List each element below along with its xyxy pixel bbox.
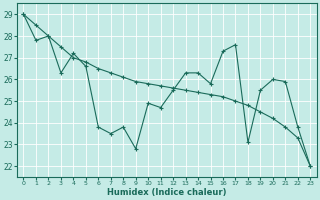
X-axis label: Humidex (Indice chaleur): Humidex (Indice chaleur): [107, 188, 227, 197]
